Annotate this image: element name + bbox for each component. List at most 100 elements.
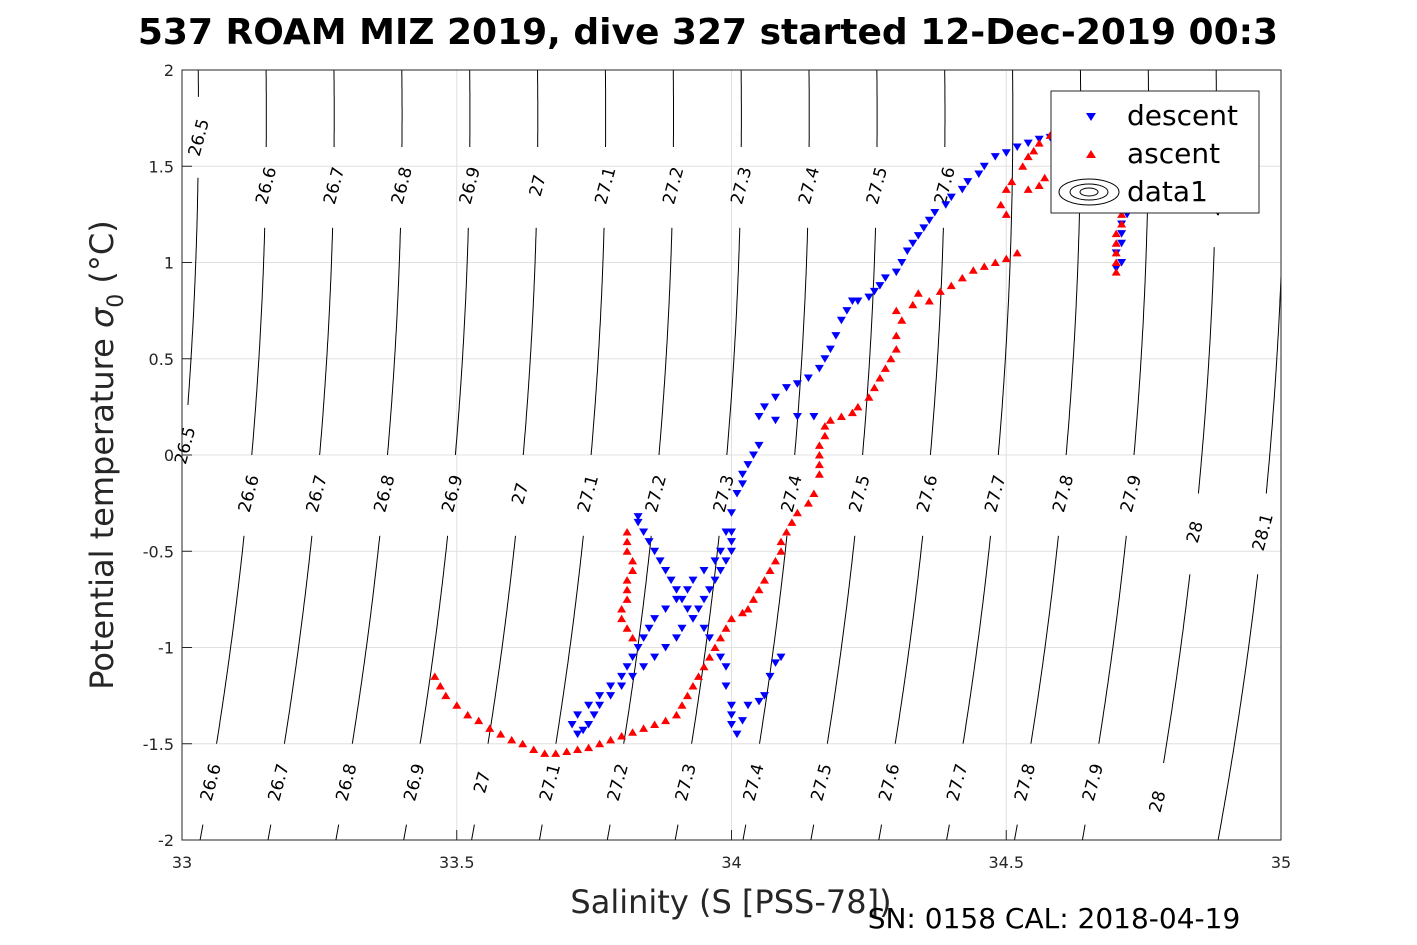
ascent-point (710, 643, 720, 651)
descent-point (622, 663, 632, 671)
descent-point (650, 547, 660, 556)
ascent-point (650, 720, 660, 728)
ascent-point (891, 345, 901, 353)
ascent-point (924, 297, 934, 305)
isopycnal-line (199, 70, 267, 840)
descent-point (727, 509, 736, 517)
ascent-point (776, 537, 786, 546)
series-descent (567, 128, 1132, 739)
ascent-point (853, 402, 863, 411)
ascent-point (622, 528, 632, 536)
descent-point (930, 209, 940, 217)
descent-point (644, 624, 654, 633)
ascent-point (573, 745, 583, 753)
isopycnal-line (878, 70, 946, 840)
y-axis-label: Potential temperature σ0 (°C) (83, 220, 129, 689)
ascent-point (430, 672, 440, 680)
descent-point (749, 451, 758, 459)
descent-point (820, 355, 830, 363)
ascent-point (672, 710, 681, 719)
ascent-point (1034, 181, 1044, 189)
ascent-point (814, 441, 824, 449)
ascent-point (897, 316, 907, 324)
descent-point (1117, 239, 1127, 248)
descent-point (573, 711, 583, 719)
ascent-point (661, 716, 671, 725)
descent-point (710, 576, 720, 585)
ascent-point (754, 585, 764, 594)
descent-point (699, 567, 709, 575)
descent-point (661, 644, 671, 652)
ascent-point (622, 624, 632, 632)
descent-point (655, 557, 665, 565)
descent-point (727, 711, 736, 719)
ascent-point (996, 200, 1006, 209)
ascent-point (1111, 248, 1121, 257)
descent-point (677, 624, 687, 633)
descent-point (743, 461, 753, 469)
descent-point (760, 692, 769, 700)
ascent-point (699, 662, 709, 671)
isopycnal-line (267, 70, 335, 840)
ascent-point (683, 691, 692, 700)
descent-point (990, 153, 1000, 161)
descent-point (880, 274, 890, 282)
ascent-point (869, 383, 879, 392)
ascent-point (622, 537, 632, 546)
ascent-point (1034, 139, 1044, 147)
descent-point (776, 653, 786, 662)
descent-point (567, 721, 577, 729)
isopycnal-line (471, 70, 539, 840)
isopycnal-line (606, 70, 674, 840)
ascent-point (935, 287, 945, 295)
ascent-point (622, 585, 632, 594)
ascent-point (463, 710, 473, 719)
descent-point (847, 297, 857, 305)
descent-point (727, 528, 736, 536)
ascent-point (743, 605, 753, 613)
descent-point (727, 721, 736, 729)
ascent-point (760, 576, 769, 584)
ascent-point (622, 547, 632, 555)
ascent-point (441, 691, 451, 700)
descent-point (1117, 259, 1127, 267)
descent-point (754, 697, 764, 706)
descent-point (716, 567, 725, 575)
isopycnal-line (674, 70, 742, 840)
ascent-point (727, 614, 736, 623)
ascent-point (1111, 258, 1121, 266)
descent-point (639, 528, 649, 536)
descent-point (694, 605, 703, 613)
ascent-point (1111, 239, 1121, 247)
descent-point (721, 663, 731, 671)
descent-point (661, 567, 671, 575)
ascent-point (891, 331, 901, 340)
ascent-point (1117, 210, 1127, 218)
descent-point (941, 201, 951, 209)
ascent-point (496, 730, 506, 738)
descent-point (639, 634, 649, 642)
descent-point (633, 518, 643, 527)
descent-point (809, 413, 819, 421)
descent-point (864, 293, 874, 302)
ascent-point (1040, 173, 1050, 182)
descent-point (617, 682, 627, 690)
descent-point (606, 692, 616, 700)
isopycnal-line (403, 70, 471, 840)
descent-point (606, 682, 616, 690)
descent-point (666, 576, 676, 585)
descent-point (639, 663, 649, 671)
ascent-point (628, 556, 638, 565)
descent-point (595, 692, 605, 700)
y-tick-label: 1 (164, 254, 174, 273)
descent-point (688, 576, 698, 585)
ascent-point (1111, 229, 1121, 238)
isopycnal-line (810, 70, 878, 840)
ascent-point (1001, 254, 1011, 263)
footer-serial-calibration: SN: 0158 CAL: 2018-04-19 (868, 902, 1241, 935)
descent-point (738, 480, 747, 488)
descent-point (792, 380, 802, 388)
descent-point (589, 711, 599, 719)
descent-point (919, 224, 929, 232)
descent-point (869, 287, 879, 296)
